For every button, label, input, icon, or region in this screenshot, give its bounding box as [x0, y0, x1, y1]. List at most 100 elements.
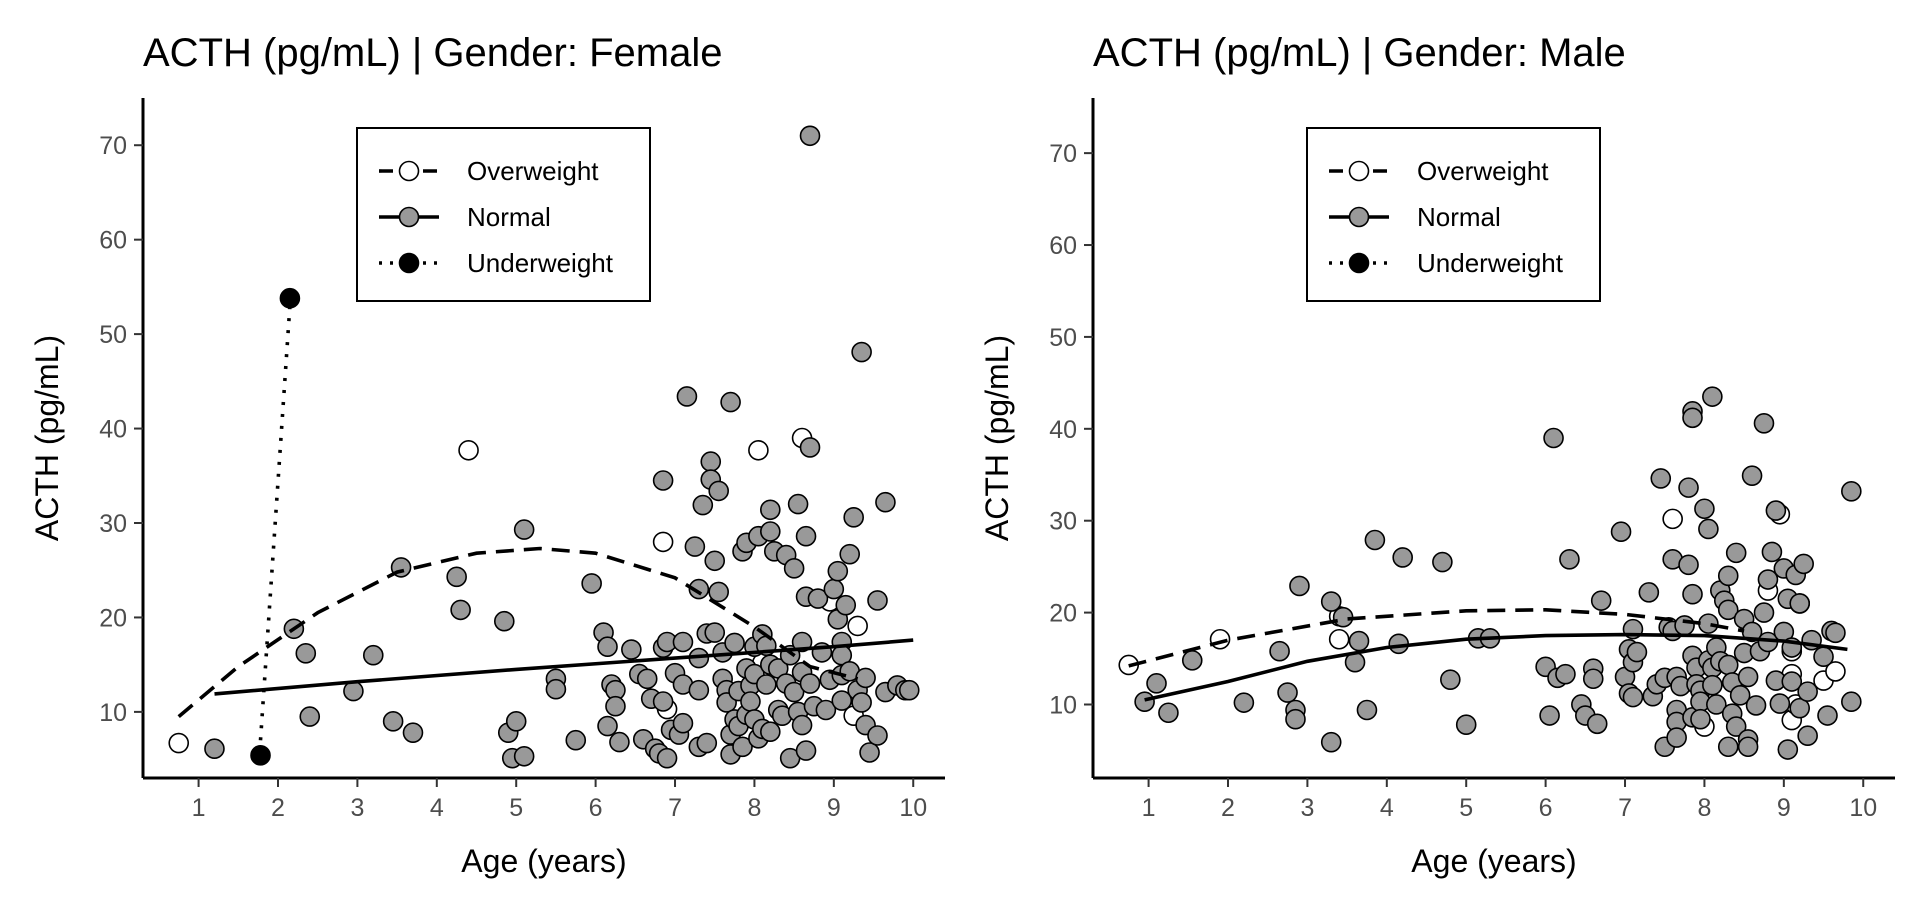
trend-line-underweight	[258, 305, 292, 741]
data-point-normal	[1348, 630, 1370, 652]
data-point-normal	[676, 386, 698, 407]
data-point-normal	[450, 599, 471, 621]
data-point-normal	[1289, 575, 1310, 597]
data-point-normal	[505, 711, 527, 732]
legend: Overweight Normal Underweight	[356, 127, 651, 302]
data-point-normal	[1765, 500, 1787, 521]
legend-label-normal: Normal	[467, 202, 551, 232]
data-point-normal	[672, 712, 694, 734]
x-tick-label: 6	[589, 794, 603, 822]
y-tick-label: 40	[1049, 416, 1077, 444]
data-point-overweight	[168, 732, 190, 754]
data-point-normal	[513, 745, 535, 767]
data-point-normal	[1622, 686, 1644, 708]
data-point-normal	[1789, 593, 1811, 614]
data-point-normal	[875, 491, 896, 513]
data-point-normal	[898, 679, 920, 701]
x-tick-label: 10	[899, 794, 927, 822]
data-point-normal	[708, 480, 729, 502]
data-point-normal	[1285, 708, 1306, 730]
data-point-normal	[692, 494, 714, 516]
data-point-normal	[1146, 673, 1167, 694]
data-point-normal	[382, 711, 404, 732]
data-point-normal	[1741, 465, 1763, 486]
data-point-normal	[700, 451, 722, 472]
data-point-normal	[1769, 693, 1791, 714]
data-point-normal	[1233, 692, 1255, 713]
x-tick-label: 5	[1459, 794, 1473, 822]
data-point-normal	[652, 691, 674, 712]
data-point-normal	[835, 594, 857, 616]
legend-key-marker	[398, 206, 420, 228]
x-tick-label: 8	[1697, 794, 1711, 822]
y-tick-label: 30	[1049, 508, 1077, 536]
data-point-normal	[1590, 590, 1612, 611]
data-point-normal	[1698, 518, 1719, 540]
data-point-normal	[597, 715, 618, 737]
data-point-normal	[795, 525, 817, 547]
x-tick-label: 4	[1380, 794, 1394, 822]
data-point-normal	[597, 636, 618, 658]
data-point-normal	[1725, 716, 1747, 737]
data-point-normal	[636, 668, 658, 690]
data-point-normal	[1717, 736, 1739, 758]
legend-label-overweight: Overweight	[467, 156, 599, 186]
data-point-normal	[1455, 714, 1477, 736]
data-point-normal	[807, 588, 829, 609]
data-point-normal	[867, 590, 888, 611]
data-point-normal	[1825, 622, 1846, 644]
data-point-normal	[1134, 691, 1155, 713]
x-tick-label: 3	[350, 794, 364, 822]
data-point-normal	[493, 610, 515, 632]
y-tick-label: 10	[99, 699, 127, 727]
data-point-normal	[1745, 695, 1767, 716]
data-point-normal	[1753, 412, 1775, 434]
data-point-normal	[799, 673, 821, 694]
legend-label-underweight: Underweight	[1417, 248, 1564, 278]
y-tick-label: 30	[99, 510, 127, 538]
data-point-normal	[1678, 477, 1699, 498]
data-point-normal	[1789, 697, 1811, 719]
data-point-normal	[740, 691, 761, 712]
y-tick-label: 70	[1049, 140, 1077, 168]
legend-label-normal: Normal	[1417, 202, 1501, 232]
data-point-overweight	[1328, 628, 1350, 650]
data-point-normal	[1269, 640, 1290, 662]
data-point-normal	[1797, 681, 1818, 702]
data-point-normal	[732, 736, 753, 758]
legend-key-marker	[398, 252, 420, 274]
data-point-normal	[1320, 591, 1342, 612]
data-point-normal	[688, 679, 710, 701]
y-tick-label: 10	[1049, 691, 1077, 719]
data-point-overweight	[652, 531, 674, 553]
data-point-normal	[791, 714, 813, 736]
data-point-normal	[1364, 529, 1386, 551]
data-point-normal	[1729, 684, 1751, 706]
legend-label-overweight: Overweight	[1417, 156, 1549, 186]
trend-line-normal	[1144, 632, 1848, 702]
data-point-overweight	[1825, 661, 1846, 682]
data-point-normal	[1432, 551, 1453, 573]
data-point-normal	[1682, 407, 1703, 429]
x-tick-label: 9	[827, 794, 841, 822]
data-point-normal	[1757, 569, 1779, 590]
data-point-normal	[851, 692, 872, 713]
data-point-normal	[787, 493, 809, 515]
data-point-normal	[605, 695, 626, 717]
data-point-normal	[672, 631, 694, 653]
data-point-normal	[1682, 583, 1703, 605]
data-point-normal	[204, 738, 225, 760]
data-point-normal	[760, 721, 781, 743]
data-point-normal	[295, 643, 317, 664]
chart-panel-2: ACTH (pg/mL) | Gender: Male 1 2 3 4 5 6 7 8 9 10 10…	[979, 31, 1895, 879]
trend-line-overweight	[177, 546, 859, 718]
data-point-normal	[1797, 725, 1818, 747]
data-point-normal	[855, 667, 876, 689]
data-point-normal	[1725, 542, 1747, 564]
data-point-normal	[1543, 427, 1564, 449]
data-point-normal	[799, 125, 821, 147]
data-point-normal	[760, 521, 781, 542]
data-point-normal	[1356, 699, 1378, 721]
data-point-normal	[545, 678, 567, 700]
